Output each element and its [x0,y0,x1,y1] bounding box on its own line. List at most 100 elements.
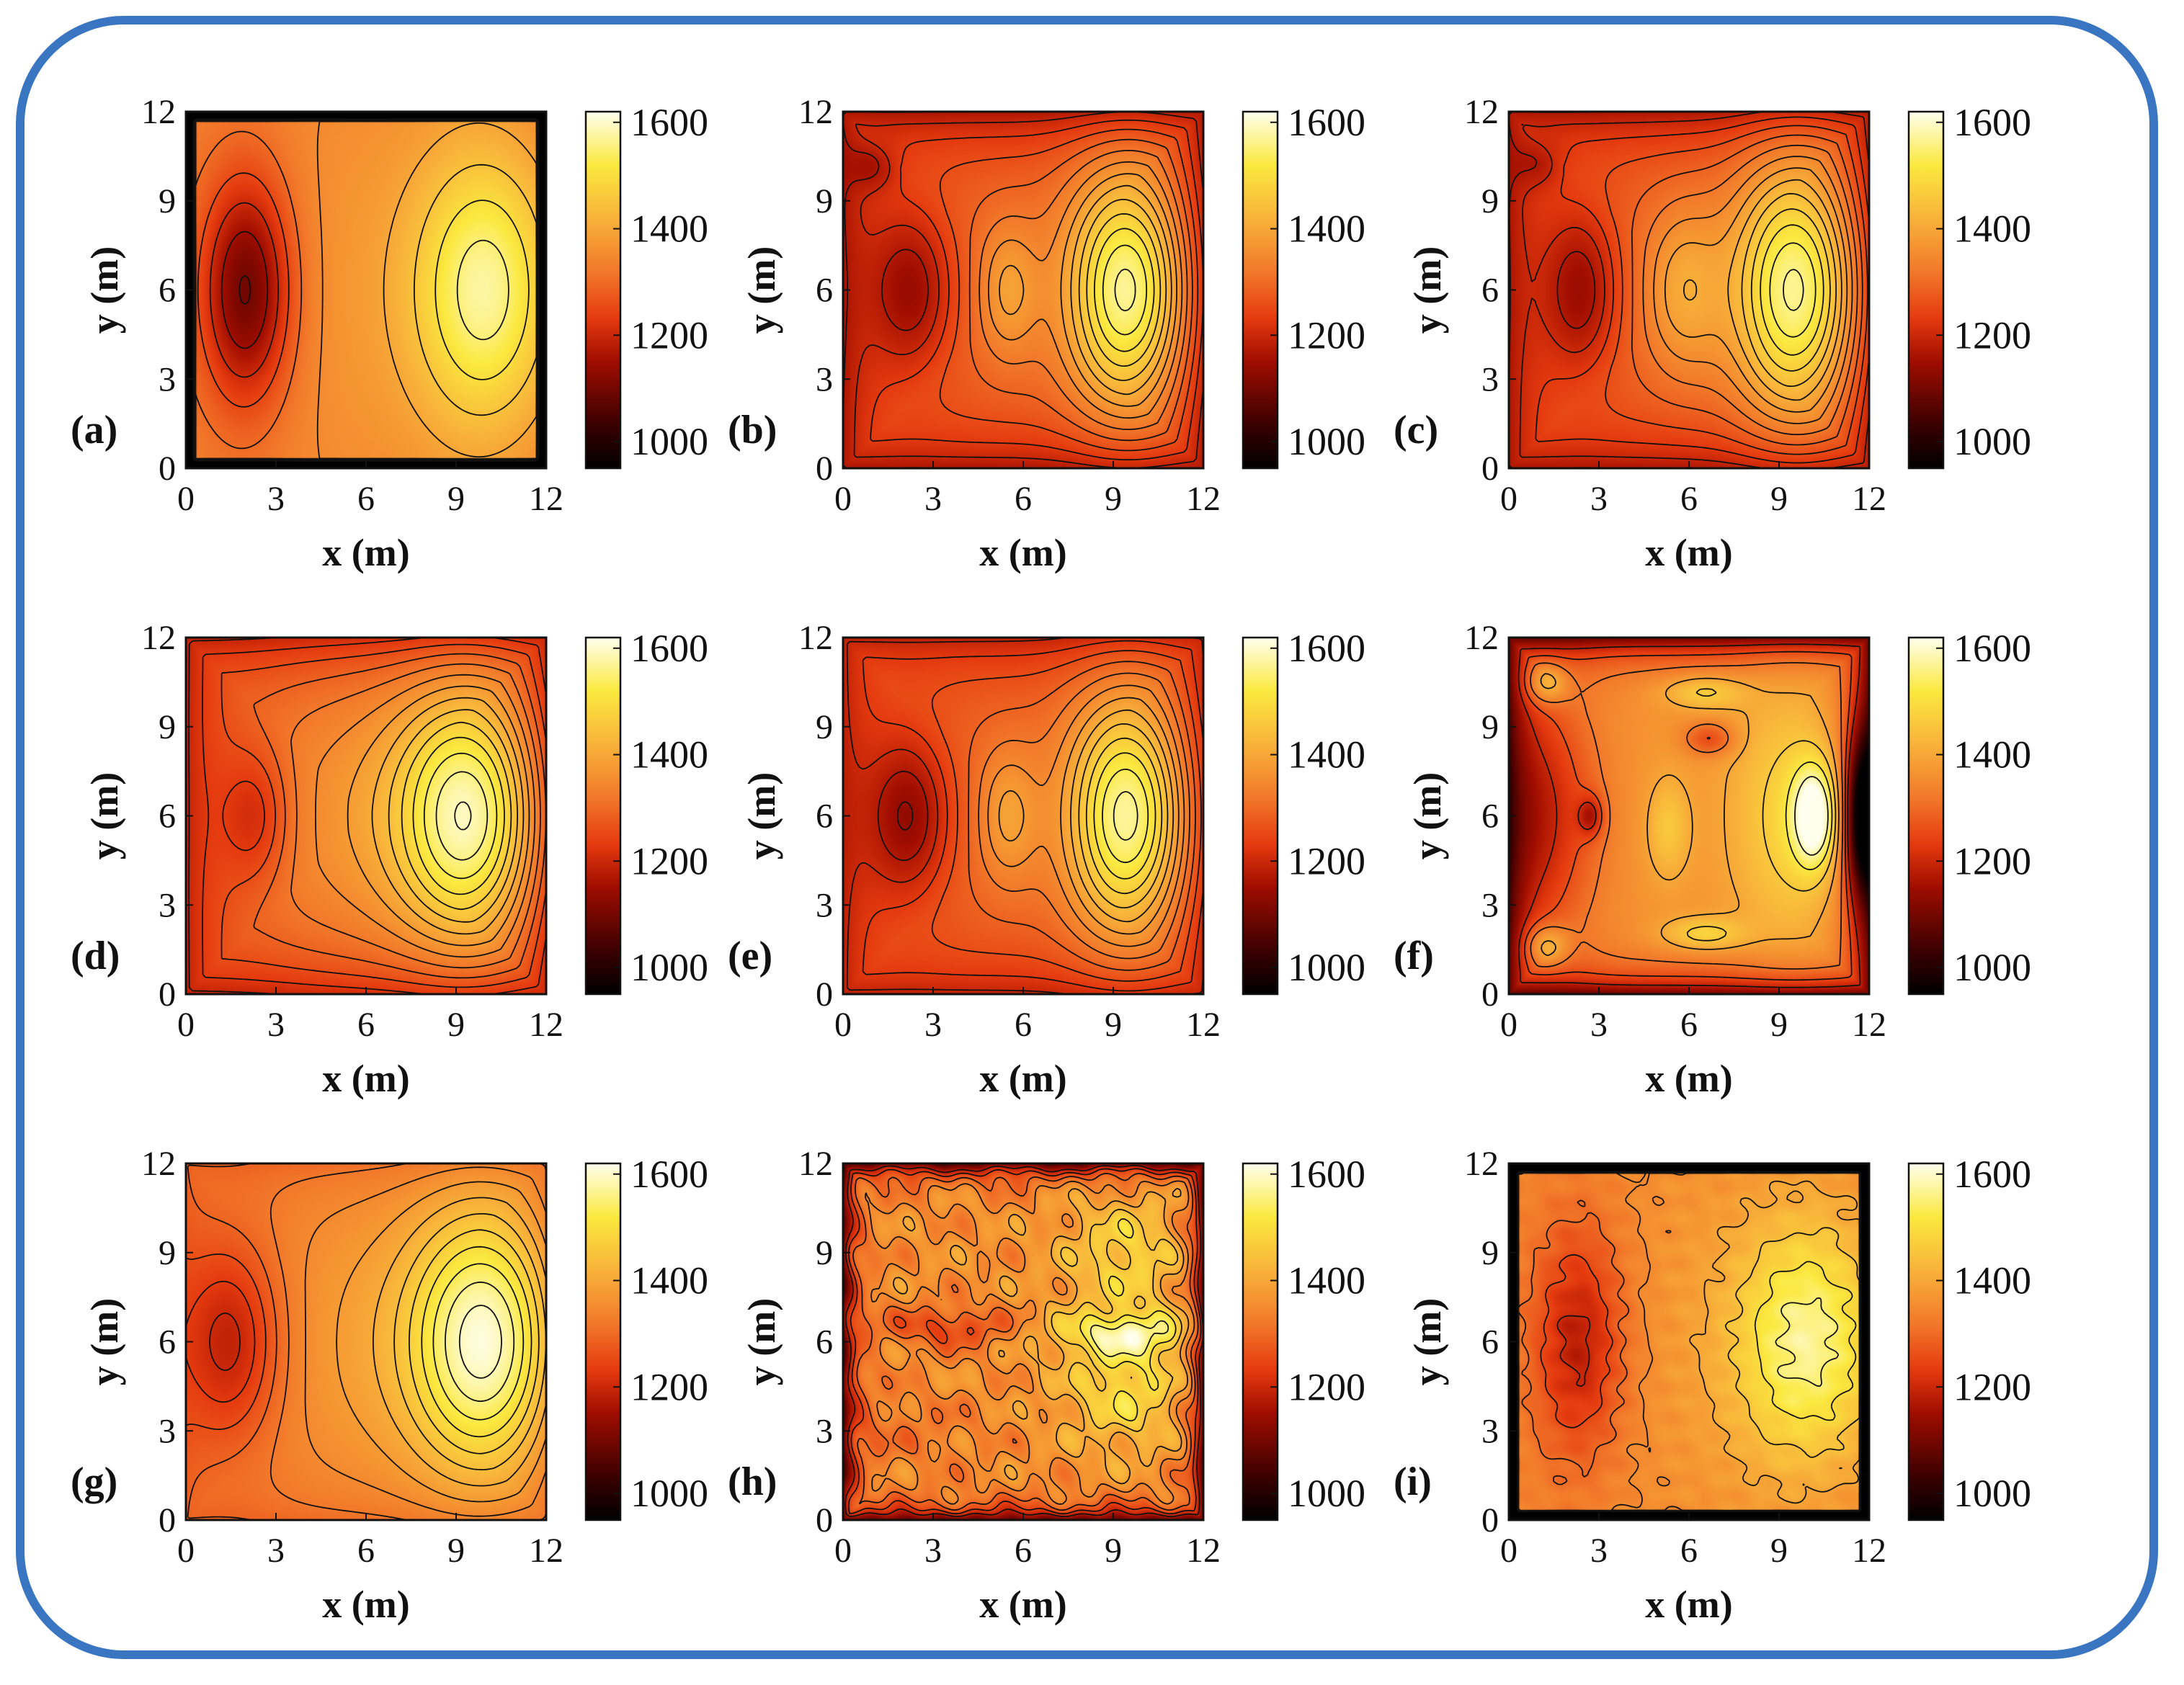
colorbar-tick-label: 1200 [1953,313,2031,357]
colorbar-tick-label: 1600 [630,101,708,144]
colorbar-tick-label: 1000 [1953,420,2031,463]
contour-level-1440 [1078,723,1169,908]
y-tick-label: 12 [141,93,176,131]
x-tick-label: 3 [267,480,285,518]
contour-lines [1517,643,1861,988]
y-tick-label: 0 [816,975,833,1014]
contour-level-1560 [445,1281,515,1403]
contour-level-1300 [852,1173,1199,1511]
heatmap-field [1509,112,1869,468]
x-tick-label: 9 [1105,1532,1122,1570]
y-axis-label: y (m) [1406,246,1449,334]
y-tick-label: 12 [141,1145,176,1183]
colorbar-tick-label: 1000 [1288,946,1365,989]
panel-label: (d) [71,934,120,978]
contour-level-1560 [435,771,489,861]
contour-level-1560 [1783,269,1804,311]
colorbar-tick-label: 1400 [1953,733,2031,777]
y-tick-label: 12 [1464,619,1499,657]
y-tick-label: 3 [1481,1412,1499,1450]
colorbar-tick-label: 1200 [1288,313,1365,357]
colorbar-tick-label: 1400 [630,1259,708,1302]
contour-level-1200 [853,111,1204,469]
contour-level-1380 [999,173,1177,407]
contour-level-1470 [1086,213,1162,367]
x-tick-label: 3 [267,1532,285,1570]
contour-level-1450 [414,164,538,416]
contour-level-1530 [1102,244,1148,336]
contour-level-1320 [1642,144,1858,436]
y-axis-label: y (m) [1406,772,1449,859]
contour-level-1580 [1794,776,1829,856]
contour-level-1400 [1540,673,1840,957]
contour-level-1350 [864,1180,1195,1505]
panel-label: (b) [728,408,777,452]
contour-level-1500 [1760,224,1824,356]
colorbar [1907,110,1945,470]
colorbar [1907,1162,1945,1521]
x-axis-label: x (m) [979,1057,1066,1100]
contour-level-1170 [877,770,929,862]
x-axis-label: x (m) [1645,1583,1732,1626]
panel-e: 0 3 6 9 12 0 3 6 9 12 x (m) y (m) (e) 1000 1200 1400 160… [728,619,1365,1100]
colorbar-tick-label: 1000 [630,1472,708,1515]
colorbar-tick-label: 1400 [1953,207,2031,251]
contour-lines [192,118,540,462]
y-tick-label: 9 [159,1234,176,1272]
contour-level-1530 [423,752,498,880]
contour-level-1590 [454,801,472,831]
contour-level-1260 [220,643,547,988]
y-tick-label: 3 [816,360,833,398]
panel-h: 0 3 6 9 12 0 3 6 9 12 x (m) y (m) (h) 1000 1200 1400 160… [728,1145,1365,1626]
y-tick-label: 9 [816,182,833,220]
x-axis-label: x (m) [322,1057,409,1100]
x-tick-label: 9 [447,1006,465,1044]
x-tick-label: 6 [1015,1006,1032,1044]
y-tick-label: 6 [1481,1323,1499,1362]
contour-level-1350 [304,1166,547,1517]
y-tick-label: 12 [141,619,176,657]
contour-level-1380 [998,697,1180,935]
colorbar-tick-label: 1600 [1953,627,2031,670]
contour-level-1350 [1653,156,1853,424]
x-axis-label: x (m) [322,1583,409,1626]
x-tick-label: 9 [447,480,465,518]
contour-level-1290 [253,653,547,979]
x-tick-label: 12 [1852,1532,1886,1570]
x-tick-label: 0 [834,1532,852,1570]
contour-level-1440 [393,1213,547,1470]
y-tick-label: 12 [798,93,833,131]
x-tick-label: 6 [1680,480,1698,518]
x-tick-label: 3 [924,480,942,518]
colorbar-tick-label: 1000 [1288,420,1365,463]
colorbar [584,636,622,996]
panel-b: 0 3 6 9 12 0 3 6 9 12 x (m) y (m) (b) 1000 1200 1400 160… [728,93,1365,574]
colorbar-tick-label: 1000 [630,946,708,989]
y-tick-label: 9 [1481,1234,1499,1272]
colorbar-tick-label: 1600 [1953,101,2031,144]
contour-level-1410 [1683,179,1842,401]
contour-level-1200 [209,1312,241,1372]
contour-level-1460 [1686,688,1837,942]
x-tick-label: 0 [834,1006,852,1044]
contour-lines [188,637,547,995]
y-tick-label: 3 [1481,360,1499,398]
x-tick-label: 6 [1680,1006,1698,1044]
x-tick-label: 12 [1186,480,1221,518]
colorbar-tick-label: 1000 [1953,1472,2031,1515]
colorbar [584,1162,622,1521]
contour-level-1500 [1079,1218,1177,1422]
y-tick-label: 6 [159,797,176,836]
x-tick-label: 0 [177,1006,195,1044]
contour-level-1400 [892,1187,1190,1485]
contour-level-1230 [862,640,1204,992]
contour-lines [185,1163,547,1521]
x-tick-label: 12 [529,480,563,518]
y-tick-label: 6 [1481,797,1499,836]
x-tick-label: 9 [1105,1006,1122,1044]
y-tick-label: 6 [816,1323,833,1362]
contour-level-1260 [185,1253,267,1430]
contour-level-1350 [988,161,1183,419]
colorbar-tick-label: 1600 [1288,1153,1365,1196]
contour-level-1590 [458,1305,502,1379]
